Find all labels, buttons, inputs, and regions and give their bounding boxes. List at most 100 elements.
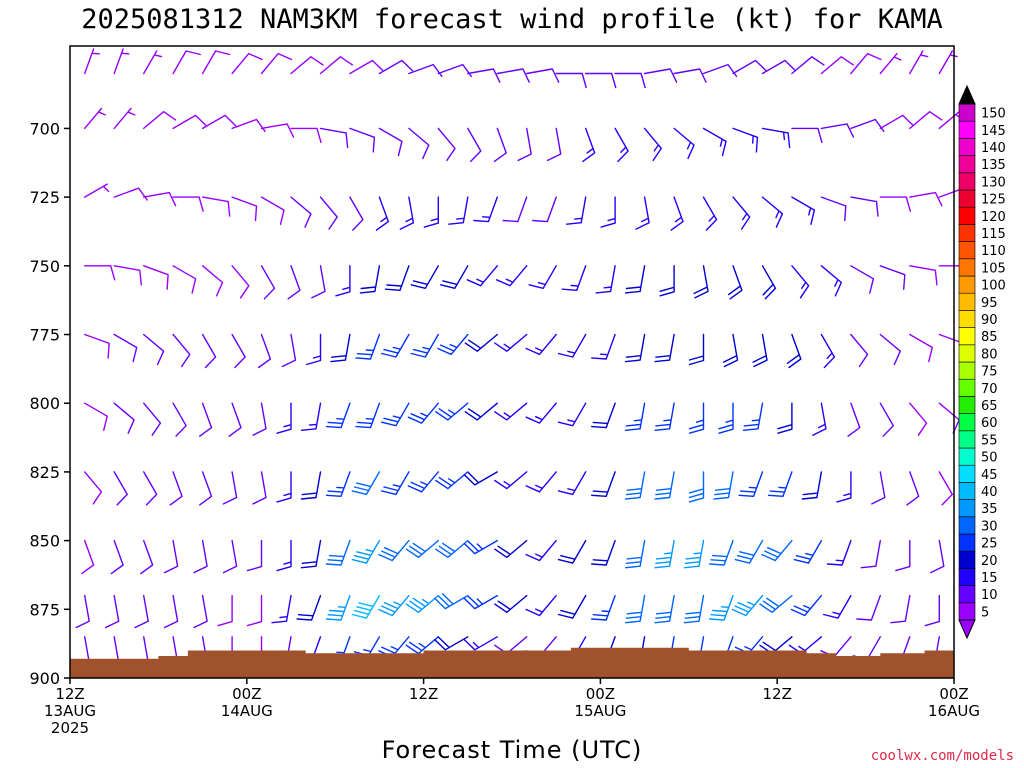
wind-barb — [850, 333, 869, 368]
colorbar-label: 145 — [981, 124, 1006, 139]
wind-barb — [276, 402, 292, 434]
wind-barb — [464, 402, 498, 421]
wind-barb — [731, 594, 764, 617]
terrain-fill — [70, 647, 954, 678]
wind-barb — [761, 59, 797, 75]
colorbar-swatch — [958, 258, 976, 277]
wind-barb — [555, 72, 587, 89]
wind-barb — [113, 107, 136, 130]
wind-barb — [591, 402, 616, 429]
colorbar-label: 50 — [981, 451, 998, 466]
wind-barb — [879, 265, 906, 290]
wind-barb — [585, 72, 617, 89]
wind-barb — [561, 265, 587, 291]
wind-barb — [557, 471, 587, 496]
wind-barb — [381, 333, 410, 358]
colorbar-label: 5 — [981, 605, 989, 620]
colorbar-label: 20 — [981, 554, 998, 569]
x-tick-label: 2025 — [51, 719, 89, 737]
colorbar-swatch — [958, 275, 976, 294]
wind-barb — [557, 402, 587, 427]
colorbar-swatch — [958, 430, 976, 449]
wind-barb — [624, 471, 646, 500]
wind-barb — [84, 48, 100, 75]
wind-barb — [335, 265, 351, 297]
wind-barb — [325, 402, 351, 429]
wind-barb — [201, 265, 224, 297]
wind-barb — [110, 539, 124, 575]
colorbar-label: 150 — [981, 107, 1006, 122]
y-tick-label: 750 — [29, 257, 60, 276]
wind-barb — [801, 471, 823, 500]
wind-barb — [688, 402, 705, 434]
colorbar-label: 65 — [981, 399, 998, 414]
wind-barb — [405, 594, 439, 613]
wind-barb — [260, 123, 295, 138]
wind-barb — [84, 107, 106, 130]
wind-barb — [325, 539, 351, 566]
colorbar-label: 40 — [981, 485, 998, 500]
wind-barb — [300, 471, 322, 500]
wind-barb — [856, 594, 881, 621]
wind-barb — [199, 402, 213, 437]
y-tick-label: 900 — [29, 669, 60, 688]
wind-barb — [761, 539, 793, 562]
wind-barb — [143, 265, 169, 290]
wind-barb — [526, 68, 560, 83]
colorbar-swatch — [958, 378, 976, 397]
wind-barb — [448, 196, 469, 225]
colorbar-swatch — [958, 602, 976, 621]
wind-barb — [134, 594, 149, 629]
wind-barb — [276, 471, 292, 503]
wind-barb — [823, 594, 852, 619]
wind-barb — [300, 402, 322, 431]
wind-barb — [104, 594, 120, 629]
wind-barb — [319, 127, 349, 149]
wind-barb — [909, 191, 943, 207]
colorbar-label: 10 — [981, 588, 998, 603]
wind-barb — [437, 127, 456, 162]
wind-barb — [435, 402, 469, 421]
colorbar-label: 25 — [981, 537, 998, 552]
wind-barb — [319, 196, 338, 230]
wind-barb — [727, 265, 743, 300]
wind-barb — [84, 471, 103, 505]
colorbar-legend: 5 10 15 20 25 30 35 40 45 50 55 60 65 70 75 80 85 90 95 100… — [958, 84, 1006, 640]
wind-barb — [752, 333, 768, 368]
wind-barb — [670, 196, 684, 231]
wind-barb — [276, 539, 292, 572]
chart-title: 2025081312 NAM3KM forecast wind profile … — [81, 4, 943, 35]
wind-barb — [582, 127, 596, 163]
wind-barb — [410, 333, 439, 358]
wind-barb — [405, 539, 439, 558]
wind-barb — [879, 402, 894, 437]
wind-barb — [494, 471, 528, 490]
wind-barb — [924, 594, 940, 627]
wind-barb — [525, 539, 557, 562]
wind-barb — [407, 402, 439, 424]
wind-barb — [384, 265, 410, 291]
wind-barb — [820, 123, 855, 138]
wind-barb — [826, 539, 852, 566]
wind-barb — [879, 114, 914, 130]
wind-barb — [193, 539, 208, 574]
wind-barb — [271, 594, 292, 624]
wind-barb — [850, 118, 885, 132]
colorbar-label: 140 — [981, 141, 1006, 156]
wind-barb — [281, 333, 297, 368]
wind-barb — [820, 333, 836, 369]
wind-barb — [463, 471, 498, 486]
x-tick-label: 15AUG — [574, 702, 626, 720]
wind-barb — [217, 594, 233, 627]
wind-barb — [140, 539, 154, 575]
wind-barb — [407, 471, 439, 493]
colorbar-swatch — [958, 327, 976, 346]
wind-barb — [791, 265, 810, 299]
wind-barb — [673, 127, 695, 160]
wind-barb — [494, 402, 528, 421]
wind-barb — [494, 594, 528, 613]
colorbar-label: 95 — [981, 296, 998, 311]
wind-barb — [287, 265, 301, 300]
wind-barb — [246, 594, 263, 627]
